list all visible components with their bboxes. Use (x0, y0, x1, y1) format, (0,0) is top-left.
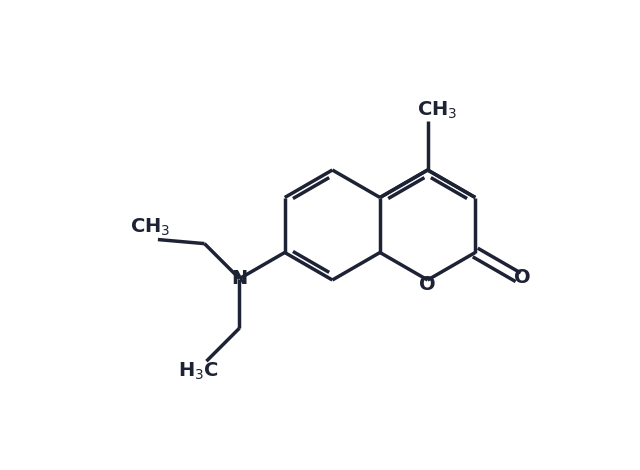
Text: CH$_3$: CH$_3$ (417, 100, 458, 121)
Text: O: O (419, 274, 436, 293)
Text: N: N (232, 269, 248, 288)
Text: H$_3$C: H$_3$C (178, 360, 219, 382)
Text: CH$_3$: CH$_3$ (130, 217, 170, 238)
Text: O: O (514, 268, 531, 287)
